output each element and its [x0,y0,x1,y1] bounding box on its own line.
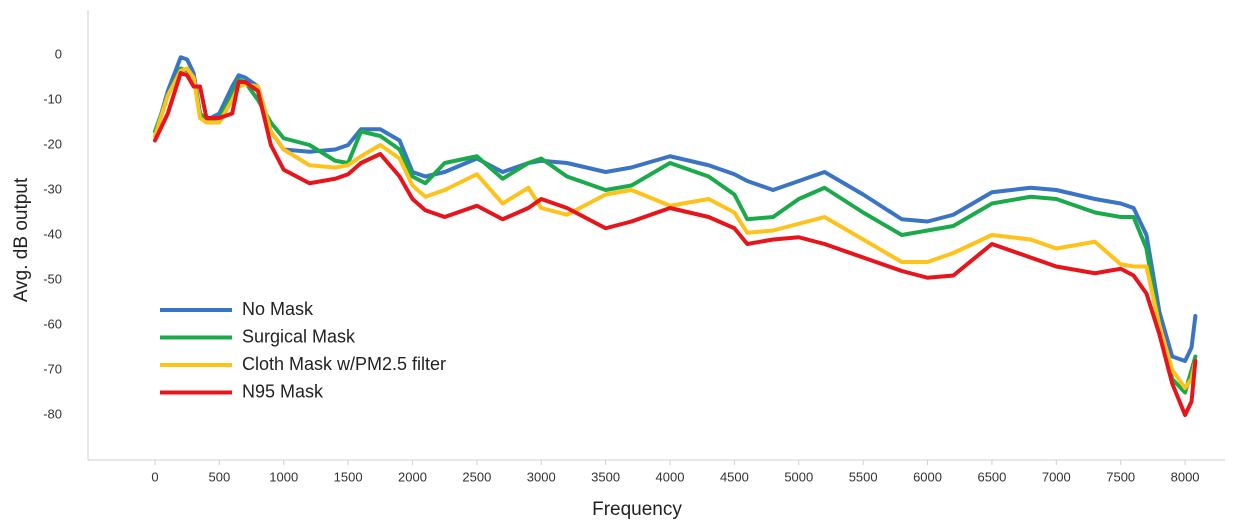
x-tick-label: 2500 [462,469,491,484]
x-tick-label: 3000 [527,469,556,484]
y-tick-label: -40 [43,226,62,241]
y-tick-label: -30 [43,181,62,196]
y-tick-label: -70 [43,361,62,376]
x-tick-label: 7500 [1106,469,1135,484]
x-tick-label: 6000 [913,469,942,484]
x-tick-label: 4500 [720,469,749,484]
x-tick-label: 500 [208,469,230,484]
series-line [152,71,1198,417]
y-tick-label: -60 [43,316,62,331]
x-tick-label: 1000 [269,469,298,484]
x-tick-label: 5000 [784,469,813,484]
x-tick-label: 5500 [849,469,878,484]
x-tick-label: 0 [151,469,158,484]
x-tick-label: 6500 [977,469,1006,484]
x-axis-title: Frequency [592,499,682,520]
x-tick-label: 7000 [1042,469,1071,484]
legend-label: No Mask [242,299,314,319]
legend-label: N95 Mask [242,381,324,401]
x-tick-label: 2000 [398,469,427,484]
x-tick-label: 8000 [1171,469,1200,484]
x-tick-label: 3500 [591,469,620,484]
x-tick-label: 1500 [334,469,363,484]
y-tick-label: -10 [43,91,62,106]
x-tick-label: 4000 [656,469,685,484]
y-tick-label: -80 [43,406,62,421]
legend-label: Surgical Mask [242,326,356,346]
legend-label: Cloth Mask w/PM2.5 filter [242,354,446,374]
y-tick-label: -50 [43,271,62,286]
y-axis-title: Avg. dB output [11,177,32,302]
y-tick-label: -20 [43,136,62,151]
y-tick-label: 0 [55,46,62,61]
